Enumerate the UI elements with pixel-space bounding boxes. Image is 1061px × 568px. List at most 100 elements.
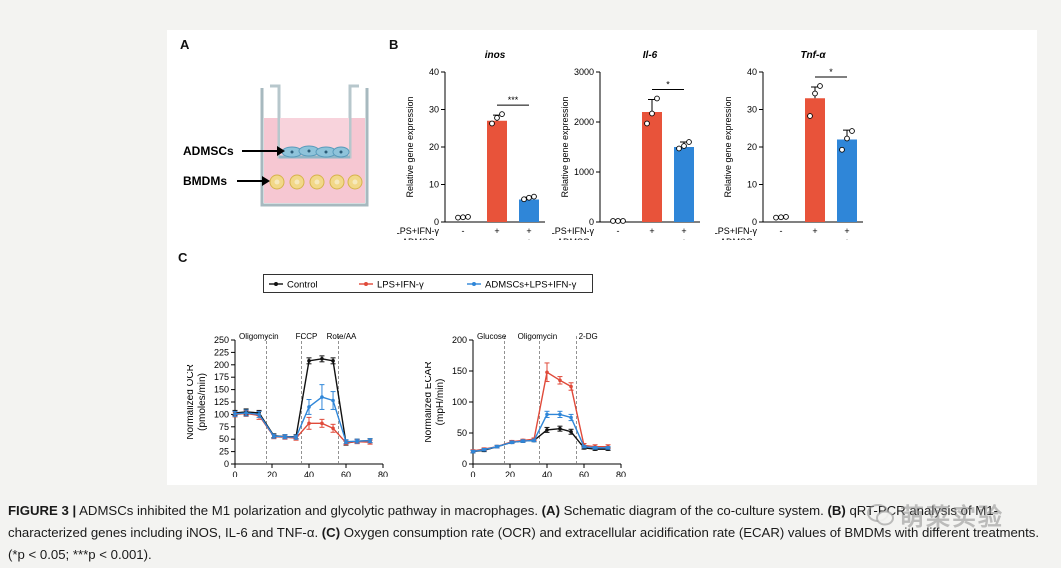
treatment-mark: - <box>780 237 783 240</box>
treatment-mark: + <box>649 226 654 236</box>
series-point <box>320 357 324 361</box>
significance-label: * <box>829 67 833 77</box>
y-tick-label: 100 <box>214 409 229 419</box>
data-point <box>676 145 682 152</box>
y-tick-label: 250 <box>214 335 229 345</box>
watermark-text: 萌菜实验 <box>900 504 1004 531</box>
data-point <box>644 120 650 127</box>
chart-title: Tnf-α <box>800 50 826 61</box>
series-point <box>307 359 311 363</box>
treatment-label: ADMSCs <box>402 237 440 240</box>
legend-label: LPS+IFN-γ <box>377 280 424 291</box>
x-tick-label: 0 <box>232 470 237 477</box>
data-point <box>783 214 789 220</box>
injection-label: Rote/AA <box>327 332 357 341</box>
series-point <box>257 412 261 417</box>
y-tick-label: 40 <box>429 67 439 77</box>
data-point <box>610 218 616 224</box>
y-tick-label: 1000 <box>574 167 594 177</box>
bmdms-label: BMDMs <box>183 174 227 188</box>
series-point <box>244 411 248 415</box>
x-tick-label: 40 <box>542 470 552 477</box>
series-point <box>545 370 549 375</box>
x-tick-label: 60 <box>579 470 589 477</box>
y-tick-label: 225 <box>214 347 229 357</box>
data-point <box>817 83 823 89</box>
treatment-label: LPS+IFN-γ <box>397 226 439 236</box>
series-point <box>510 440 514 445</box>
x-tick-label: 0 <box>470 470 475 477</box>
injection-label: Oligomycin <box>518 332 558 341</box>
figure-caption: FIGURE 3 | ADMSCs inhibited the M1 polar… <box>8 500 1054 566</box>
treatment-mark: - <box>496 237 499 240</box>
seahorse-legend: Control LPS+IFN-γ ADMSCs+LPS+IFN-γ <box>263 274 593 293</box>
y-tick-label: 0 <box>224 459 229 469</box>
series-line-2 <box>234 412 371 444</box>
treatment-mark: + <box>526 237 531 240</box>
series-point <box>307 405 311 409</box>
y-axis-label-units: (pmoles/min) <box>197 373 208 431</box>
y-tick-label: 20 <box>747 142 757 152</box>
y-tick-label: 175 <box>214 372 229 382</box>
series-line-3 <box>234 396 371 443</box>
data-point <box>615 218 621 224</box>
figure-panel: A <box>167 30 1037 485</box>
treatment-mark: + <box>844 226 849 236</box>
y-tick-label: 10 <box>747 180 757 190</box>
y-tick-label: 30 <box>747 105 757 115</box>
series-point <box>593 446 597 450</box>
y-tick-label: 0 <box>462 459 467 469</box>
outer-well <box>260 88 369 207</box>
admscs-label: ADMSCs <box>183 144 234 158</box>
y-axis-label: Normalized ECAR <box>425 361 434 442</box>
y-tick-label: 50 <box>219 434 229 444</box>
y-axis-label: Relative gene expression <box>560 96 570 197</box>
data-point <box>686 139 692 145</box>
watermark: 萌菜实验 <box>866 497 1004 532</box>
panel-c-label: C <box>178 250 188 265</box>
y-axis-label: Relative gene expression <box>723 96 733 197</box>
treatment-label: LPS+IFN-γ <box>552 226 594 236</box>
treatment-mark: - <box>814 237 817 240</box>
bar-3 <box>519 199 539 222</box>
bar-3 <box>837 139 857 222</box>
legend-box <box>263 274 593 293</box>
series-point <box>569 429 573 434</box>
caption-text-2: Schematic diagram of the co-culture syst… <box>559 503 828 518</box>
legend-marker <box>364 282 368 286</box>
series-point <box>331 398 335 403</box>
series-point <box>471 449 475 454</box>
data-point <box>839 146 845 153</box>
series-point <box>558 426 562 431</box>
bar-2 <box>805 98 825 222</box>
caption-figure-label: FIGURE 3 | <box>8 503 77 518</box>
ocr-line-chart: 0255075100125150175200225250020406080Tim… <box>187 332 388 477</box>
y-tick-label: 125 <box>214 397 229 407</box>
treatment-mark: + <box>526 226 531 236</box>
series-point <box>582 444 586 449</box>
legend-marker <box>472 282 476 286</box>
series-line-3 <box>472 413 609 453</box>
injection-label: Glucose <box>477 332 507 341</box>
y-tick-label: 100 <box>452 397 467 407</box>
series-point <box>521 439 525 443</box>
bar-2 <box>642 112 662 222</box>
y-tick-label: 30 <box>429 105 439 115</box>
y-tick-label: 0 <box>589 217 594 227</box>
y-tick-label: 200 <box>452 335 467 345</box>
treatment-mark: + <box>681 226 686 236</box>
series-point <box>283 434 287 439</box>
x-tick-label: 80 <box>616 470 626 477</box>
treatment-mark: - <box>462 226 465 236</box>
y-tick-label: 40 <box>747 67 757 77</box>
series-point <box>495 444 499 449</box>
x-tick-label: 80 <box>378 470 388 477</box>
series-line-2 <box>472 371 609 452</box>
caption-ref-b: (B) <box>827 503 846 518</box>
treatment-mark: + <box>844 237 849 240</box>
caption-text-4: Oxygen consumption rate (OCR) and extrac… <box>8 525 1040 562</box>
x-tick-label: 20 <box>505 470 515 477</box>
y-tick-label: 20 <box>429 142 439 152</box>
chart-title: inos <box>485 50 506 61</box>
data-point <box>654 95 660 102</box>
